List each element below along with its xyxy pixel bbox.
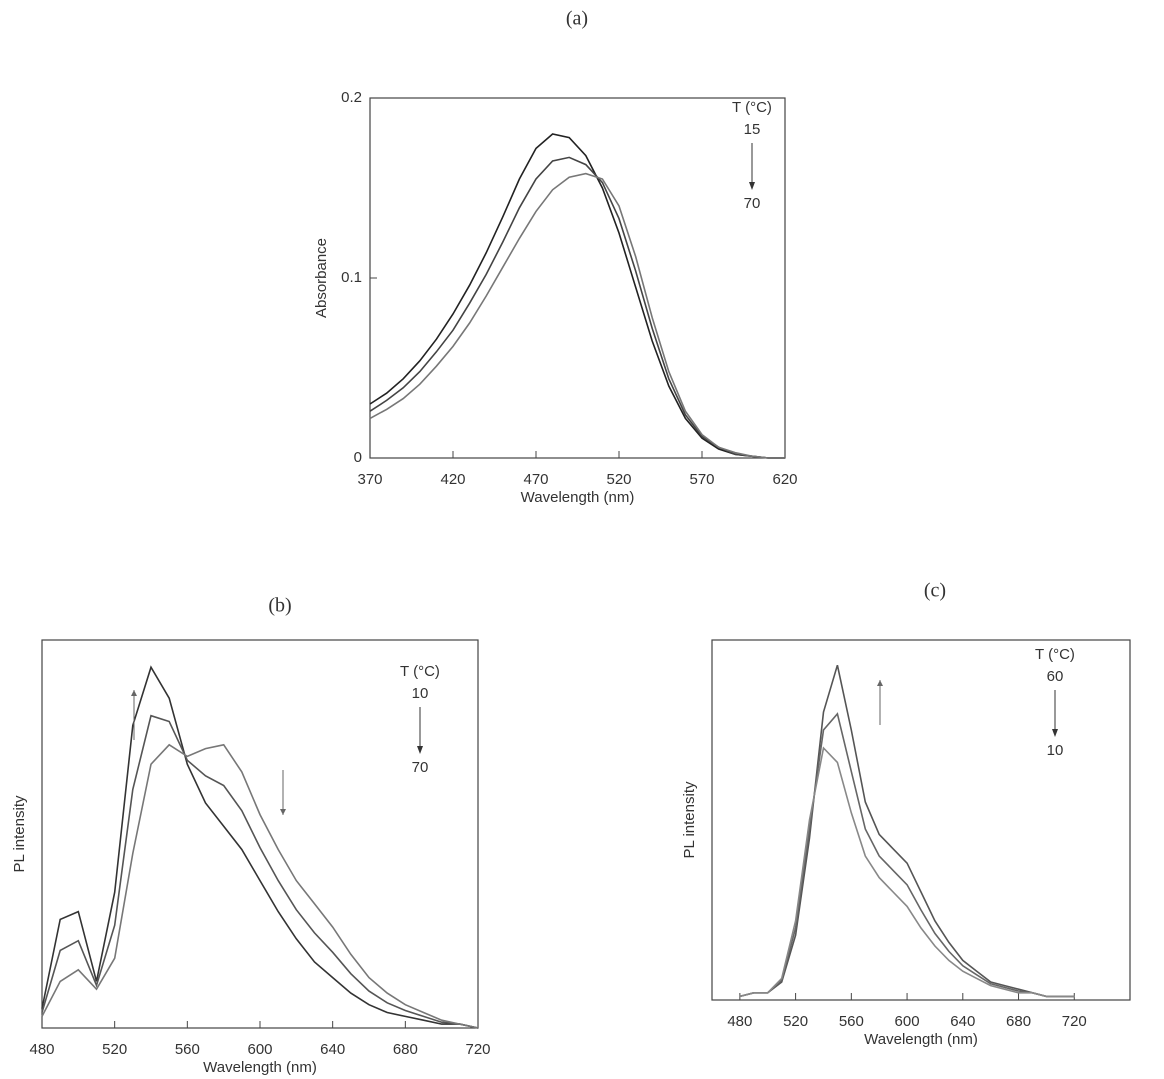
annotation: T (°C): [732, 99, 772, 116]
x-tick-label: 480: [727, 1013, 752, 1030]
x-tick-label: 680: [393, 1041, 418, 1058]
trend-arrow-head: [280, 809, 286, 815]
spectrum-line: [369, 133, 785, 459]
x-tick-label: 470: [523, 471, 548, 488]
x-axis-label: Wavelength (nm): [203, 1059, 317, 1076]
x-tick-label: 640: [950, 1013, 975, 1030]
spectrum-line: [739, 712, 1075, 998]
arrow-head: [417, 746, 423, 754]
x-tick-label: 520: [102, 1041, 127, 1058]
spectrum-line: [41, 714, 479, 1029]
annotation: T (°C): [400, 663, 440, 680]
spectrum-line: [739, 664, 1075, 998]
y-axis-label: PL intensity: [681, 781, 698, 858]
annotation: 60: [1047, 668, 1064, 685]
x-tick-label: 640: [320, 1041, 345, 1058]
spectrum-line: [41, 743, 479, 1029]
x-tick-label: 600: [895, 1013, 920, 1030]
x-tick-label: 720: [1062, 1013, 1087, 1030]
annotation: T (°C): [1035, 646, 1075, 663]
x-axis-label: Wavelength (nm): [864, 1031, 978, 1048]
y-axis-label: PL intensity: [11, 795, 28, 872]
x-tick-label: 370: [357, 471, 382, 488]
plot-frame: [711, 639, 1131, 1001]
annotation: 70: [744, 195, 761, 212]
spectrum-line: [369, 172, 785, 459]
arrow-head: [749, 182, 755, 190]
trend-arrow-head: [131, 690, 137, 696]
x-tick-label: 480: [29, 1041, 54, 1058]
x-tick-label: 420: [440, 471, 465, 488]
x-tick-label: 720: [465, 1041, 490, 1058]
annotation: 15: [744, 121, 761, 138]
x-tick-label: 520: [783, 1013, 808, 1030]
panel-title: (b): [268, 595, 291, 617]
arrow-head: [1052, 729, 1058, 737]
trend-arrow-head: [877, 680, 883, 686]
x-tick-label: 560: [175, 1041, 200, 1058]
x-tick-label: 600: [247, 1041, 272, 1058]
x-tick-label: 620: [772, 471, 797, 488]
panel-title: (c): [924, 580, 946, 602]
panel-title: (a): [566, 8, 588, 30]
spectrum-line: [739, 746, 1075, 998]
x-tick-label: 560: [839, 1013, 864, 1030]
spectrum-line: [41, 665, 479, 1029]
spectrum-line: [369, 156, 785, 459]
x-tick-label: 520: [606, 471, 631, 488]
y-tick-label: 0: [354, 449, 362, 466]
y-tick-label: 0.1: [341, 269, 362, 286]
annotation: 10: [412, 685, 429, 702]
annotation: 70: [412, 759, 429, 776]
annotation: 10: [1047, 742, 1064, 759]
x-tick-label: 570: [689, 471, 714, 488]
y-tick-label: 0.2: [341, 89, 362, 106]
y-axis-label: Absorbance: [313, 238, 330, 318]
x-axis-label: Wavelength (nm): [521, 489, 635, 506]
x-tick-label: 680: [1006, 1013, 1031, 1030]
plot-frame: [369, 97, 786, 459]
